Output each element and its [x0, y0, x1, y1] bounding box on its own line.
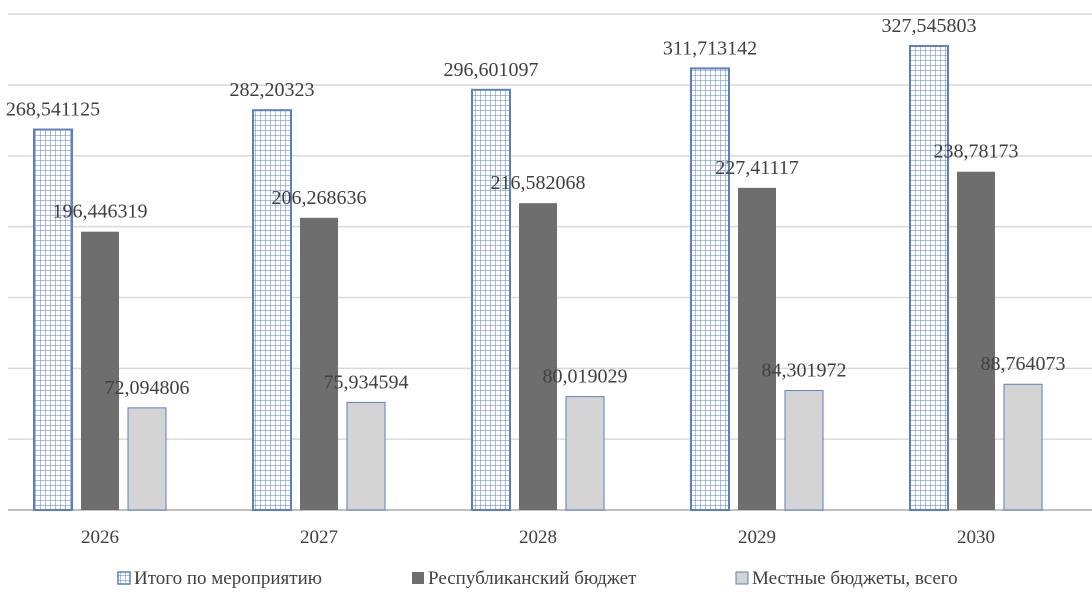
data-label-2-2026: 196,446319: [53, 201, 148, 223]
x-tick-label-2027: 2027: [300, 527, 338, 548]
bar-1-2029: [690, 67, 730, 511]
x-tick-label-2028: 2028: [519, 527, 557, 548]
legend-swatch-1: [117, 571, 131, 585]
data-label-2-2030: 238,78173: [934, 141, 1019, 163]
data-label-1-2029: 311,713142: [663, 37, 757, 59]
data-label-3-2028: 80,019029: [543, 366, 628, 388]
bar-2-2027: [300, 217, 338, 510]
x-axis-ticks: 2026 2027 2028 2029 2030: [81, 527, 995, 548]
legend: Итого по мероприятию Республиканский бюдж…: [117, 568, 958, 589]
legend-label-1: Итого по мероприятию: [134, 568, 322, 589]
bar-2-2028: [519, 203, 557, 510]
data-label-1-2027: 282,20323: [230, 79, 315, 101]
legend-label-3: Местные бюджеты, всего: [752, 568, 958, 589]
bar-1-2030: [909, 44, 949, 512]
bar-3-2030: [1003, 383, 1043, 511]
bar-3-2027: [346, 401, 386, 511]
data-label-1-2026: 268,541125: [6, 99, 100, 121]
bar-3-2029: [784, 390, 824, 511]
bars: [33, 44, 1043, 512]
bar-3-2026: [127, 407, 167, 511]
x-tick-label-2026: 2026: [81, 527, 119, 548]
data-label-1-2030: 327,545803: [882, 15, 977, 37]
bar-3-2028: [565, 396, 605, 511]
data-labels: 268,541125 282,20323 296,601097 311,713142 3…: [6, 15, 1066, 399]
legend-item-1: Итого по мероприятию: [117, 568, 322, 589]
bar-1-2028: [471, 88, 511, 511]
data-label-2-2028: 216,582068: [491, 172, 586, 194]
data-label-2-2027: 206,268636: [272, 187, 367, 209]
data-label-3-2027: 75,934594: [324, 371, 409, 393]
x-tick-label-2030: 2030: [957, 527, 995, 548]
bar-1-2027: [252, 109, 292, 511]
bar-1-2026: [33, 128, 73, 511]
data-label-2-2029: 227,41117: [715, 157, 799, 179]
legend-swatch-3: [735, 571, 749, 585]
bar-2-2030: [957, 171, 995, 510]
legend-item-2: Республиканский бюджет: [412, 568, 637, 589]
x-tick-label-2029: 2029: [738, 527, 776, 548]
legend-item-3: Местные бюджеты, всего: [735, 568, 958, 589]
bar-2-2026: [81, 231, 119, 510]
data-label-3-2026: 72,094806: [105, 377, 190, 399]
data-label-1-2028: 296,601097: [444, 59, 539, 81]
legend-label-2: Республиканский бюджет: [428, 568, 637, 589]
data-label-3-2030: 88,764073: [981, 353, 1066, 375]
data-label-3-2029: 84,301972: [762, 360, 847, 382]
bar-2-2029: [738, 187, 776, 510]
legend-swatch-2: [412, 572, 424, 584]
